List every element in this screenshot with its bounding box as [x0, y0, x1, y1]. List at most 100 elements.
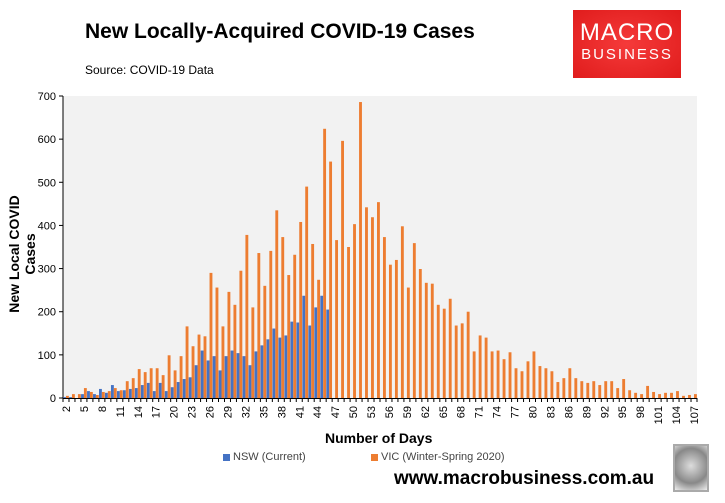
- bar-vic: [341, 140, 344, 398]
- bar-nsw: [308, 325, 312, 398]
- chart-source: Source: COVID-19 Data: [85, 63, 214, 77]
- wolf-logo-image: [673, 444, 709, 492]
- bar-nsw: [152, 391, 156, 398]
- bar-vic: [305, 186, 309, 398]
- bar-vic: [323, 128, 327, 398]
- bar-nsw: [206, 360, 210, 398]
- bar-nsw: [164, 391, 168, 398]
- x-tick-label: 86: [563, 406, 575, 418]
- y-tick-label: 500: [38, 177, 56, 189]
- bar-vic: [101, 391, 105, 398]
- bar-nsw: [99, 388, 102, 398]
- x-tick-label: 44: [312, 406, 324, 418]
- bar-nsw: [302, 295, 306, 398]
- y-tick-label: 700: [38, 91, 56, 103]
- bar-vic: [299, 221, 303, 398]
- y-tick-label: 200: [38, 307, 56, 319]
- x-tick-label: 14: [133, 406, 145, 418]
- bar-vic: [694, 394, 697, 398]
- website-url: www.macrobusiness.com.au: [394, 468, 655, 489]
- y-tick-label: 600: [38, 134, 56, 146]
- bar-vic: [365, 207, 368, 398]
- bar-vic: [610, 381, 614, 398]
- bar-vic: [436, 304, 440, 398]
- bar-vic: [682, 395, 685, 398]
- bar-vic: [77, 394, 81, 398]
- bar-vic: [448, 298, 452, 398]
- bar-nsw: [290, 321, 294, 398]
- bar-vic: [562, 378, 566, 398]
- x-tick-label: 101: [653, 406, 665, 424]
- x-tick-label: 107: [689, 406, 701, 424]
- x-tick-label: 50: [348, 406, 360, 418]
- bar-nsw: [93, 394, 96, 398]
- bar-vic: [532, 351, 536, 398]
- y-axis-label: New Local COVID Cases: [6, 195, 38, 313]
- bar-vic: [664, 392, 667, 398]
- bar-nsw: [296, 322, 300, 398]
- x-tick-label: 62: [420, 406, 432, 418]
- bar-vic: [652, 391, 656, 398]
- bar-nsw: [236, 353, 240, 398]
- bar-vic: [382, 237, 386, 398]
- bar-vic: [406, 287, 410, 398]
- bar-vic: [556, 382, 560, 398]
- bar-vic: [508, 352, 512, 398]
- bar-nsw: [254, 351, 258, 398]
- x-tick-label: 77: [510, 406, 522, 418]
- x-tick-label: 53: [366, 406, 378, 418]
- bar-vic: [95, 394, 99, 398]
- bar-vic: [544, 368, 548, 398]
- bar-vic: [311, 243, 315, 398]
- bar-vic: [454, 325, 458, 398]
- x-tick-label: 2: [61, 406, 73, 412]
- bar-vic: [353, 224, 356, 398]
- bar-vic: [347, 247, 350, 398]
- bar-vic: [646, 385, 650, 398]
- bar-nsw: [116, 391, 120, 398]
- y-tick-label: 0: [50, 393, 56, 405]
- bar-vic: [233, 304, 237, 398]
- bar-nsw: [218, 370, 222, 398]
- bar-nsw: [320, 295, 324, 398]
- bar-vic: [377, 202, 380, 398]
- bar-vic: [65, 395, 69, 398]
- x-tick-label: 59: [402, 406, 414, 418]
- bar-vic: [293, 254, 297, 398]
- bar-vic: [598, 385, 602, 398]
- x-tick-label: 92: [599, 406, 611, 418]
- bar-nsw: [272, 328, 276, 398]
- x-tick-label: 20: [169, 406, 181, 418]
- plot-area: [63, 96, 697, 398]
- x-tick-label: 95: [617, 406, 629, 418]
- bar-vic: [191, 346, 195, 398]
- x-tick-label: 56: [384, 406, 396, 418]
- chart-title: New Locally-Acquired COVID-19 Cases: [85, 20, 475, 43]
- bar-vic: [520, 371, 524, 398]
- bar-vic: [197, 334, 201, 398]
- bar-nsw: [224, 356, 228, 398]
- x-tick-label: 47: [330, 406, 342, 418]
- bar-nsw: [260, 345, 264, 398]
- bar-nsw: [110, 385, 114, 398]
- bar-vic: [215, 287, 219, 398]
- bar-nsw: [63, 397, 66, 398]
- bar-vic: [670, 392, 673, 398]
- x-tick-label: 35: [258, 406, 270, 418]
- bar-vic: [203, 336, 207, 398]
- bar-nsw: [134, 388, 138, 398]
- bar-vic: [460, 323, 464, 398]
- bar-vic: [400, 226, 404, 398]
- bar-nsw: [87, 391, 90, 398]
- bar-vic: [634, 392, 638, 398]
- x-tick-label: 104: [671, 406, 683, 424]
- bar-vic: [550, 371, 554, 398]
- bar-vic: [83, 388, 87, 398]
- bar-nsw: [146, 382, 150, 398]
- bar-vic: [472, 351, 476, 398]
- x-tick-label: 17: [151, 406, 163, 418]
- legend-swatch-vic: [371, 453, 378, 461]
- bar-vic: [281, 237, 285, 398]
- x-tick-label: 83: [545, 406, 557, 418]
- bar-vic: [149, 368, 153, 398]
